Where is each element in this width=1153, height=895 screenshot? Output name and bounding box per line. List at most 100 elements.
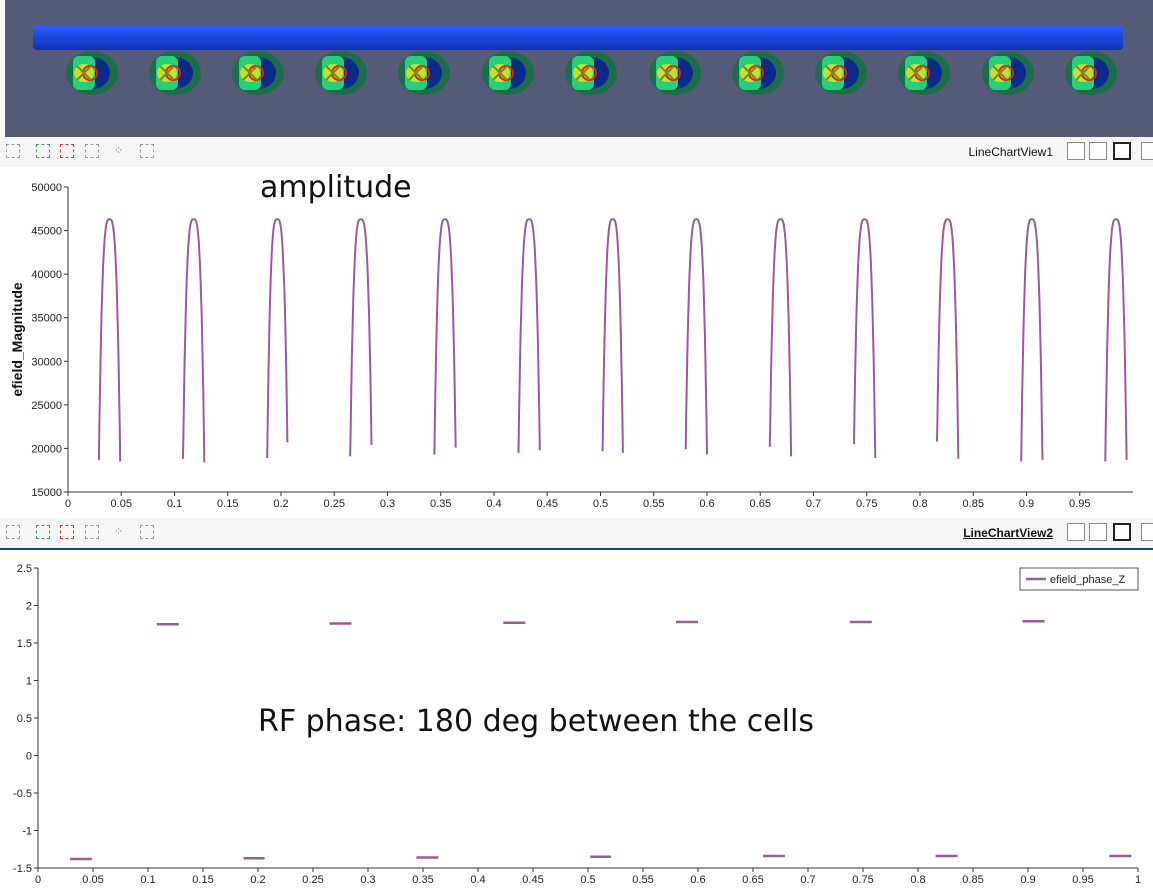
y-tick-label: 2 [26,601,32,613]
y-tick-label: 45000 [31,226,62,238]
close-view-button[interactable] [1141,523,1153,541]
x-tick-label: 0.6 [699,498,714,510]
chart-toolbar-1: ⁘ LineChartView1 [0,137,1153,167]
y-tick-label: 50000 [31,182,62,194]
x-tick-label: 0.25 [324,498,345,510]
x-tick-label: 0.55 [632,874,653,886]
legend-box [1019,567,1139,591]
rubber-band-icon[interactable] [140,144,154,158]
y-tick-label: -1 [22,826,32,838]
remove-icon[interactable] [60,525,74,539]
beam-pipe [33,26,1123,50]
y-tick-label: 15000 [31,487,62,499]
y-tick-label: 1 [26,676,32,688]
x-tick-label: 0.65 [742,874,763,886]
cavity-cell [315,51,367,95]
x-tick-label: 0.4 [470,874,485,886]
y-tick-label: 35000 [31,313,62,325]
x-tick-label: 0 [65,498,71,510]
camera-icon[interactable] [6,144,20,158]
x-tick-label: 0.5 [580,874,595,886]
x-tick-label: 0.15 [217,498,238,510]
amplitude-arch [768,218,793,457]
legend: efield_phase_Z [1019,567,1139,591]
y-axis-label: efield_Magnitude [9,282,25,397]
view-title-2[interactable]: LineChartView2 [963,526,1053,540]
amplitude-arch [1104,218,1128,462]
axis-scale-icon[interactable] [85,525,99,539]
y-tick-label: 30000 [31,356,62,368]
x-tick-label: 0.95 [1069,498,1090,510]
x-tick-label: 0.1 [140,874,155,886]
scatter-select-icon[interactable]: ⁘ [114,526,124,538]
y-tick-label: 0.5 [17,713,32,725]
x-tick-label: 0.95 [1072,874,1093,886]
cavity-cell [398,51,450,95]
cavity-cell [565,51,617,95]
x-tick-label: 0.65 [750,498,771,510]
amplitude-chart[interactable]: 15000 20000 25000 30000 35000 40000 45000 50000… [0,167,1153,522]
cavity-cell [66,51,118,95]
remove-icon[interactable] [60,144,74,158]
amplitude-arch [517,218,541,453]
cavity-cell [898,51,950,95]
x-tick-label: 0.55 [643,498,664,510]
phase-chart[interactable]: -1.5 -1 -0.5 0 0.5 1 1.5 2 2.5 0 0.05 0.1 0.15 0.2 0.2… [0,550,1153,895]
amplitude-arch [266,218,289,459]
x-tick-label: 0.6 [690,874,705,886]
cavity-cell [1065,51,1117,95]
x-tick-label: 0.5 [593,498,608,510]
split-vertical-button[interactable] [1089,142,1107,160]
x-tick-label: 0.1 [167,498,182,510]
x-tick-label: 0.05 [111,498,132,510]
cavity-structure-render [33,26,1123,95]
render-view-3d[interactable] [5,0,1153,137]
phase-chart-svg: -1.5 -1 -0.5 0 0.5 1 1.5 2 2.5 0 0.05 0.1 0.15 0.2 0.2… [13,563,1141,886]
y-tick-label: 40000 [31,269,62,281]
y-tick-label: 0 [26,751,32,763]
x-tick-label: 0.75 [852,874,873,886]
x-tick-label: 0.35 [430,498,451,510]
x-tick-label: 0.2 [273,498,288,510]
amplitude-arch [433,218,457,455]
x-tick-label: 0.45 [537,498,558,510]
x-tick-label: 0.7 [806,498,821,510]
amplitude-arch [182,218,206,463]
cavity-cell [232,51,284,95]
amplitude-arch [684,218,708,455]
view-title-1[interactable]: LineChartView1 [968,145,1054,159]
split-horizontal-button[interactable] [1067,523,1085,541]
zoom-to-data-icon[interactable] [36,525,50,539]
x-tick-label: 0.3 [380,498,395,510]
maximize-button[interactable] [1113,142,1131,160]
x-tick-label: 0.9 [1020,874,1035,886]
rubber-band-icon[interactable] [140,525,154,539]
cavity-cell [982,51,1034,95]
cavity-cell [649,51,701,95]
split-horizontal-button[interactable] [1067,142,1085,160]
amplitude-arch [853,218,877,459]
amplitude-arch [349,218,373,457]
x-tick-label: 0.35 [412,874,433,886]
x-tick-label: 0.75 [856,498,877,510]
close-view-button[interactable] [1141,142,1153,160]
x-tick-label: 1 [1135,874,1141,886]
maximize-button[interactable] [1113,523,1131,541]
zoom-to-data-icon[interactable] [36,144,50,158]
cavity-cell [815,51,867,95]
x-tick-label: 0.25 [302,874,323,886]
x-tick-label: 0.2 [250,874,265,886]
amplitude-arch [601,218,624,453]
camera-icon[interactable] [6,525,20,539]
y-tick-label: 25000 [31,400,62,412]
y-tick-label: 20000 [31,443,62,455]
x-tick-label: 0.7 [800,874,815,886]
axis-scale-icon[interactable] [85,144,99,158]
x-tick-label: 0.85 [963,498,984,510]
x-tick-label: 0.4 [486,498,501,510]
x-tick-label: 0.05 [82,874,103,886]
scatter-select-icon[interactable]: ⁘ [114,145,124,157]
split-vertical-button[interactable] [1089,523,1107,541]
x-tick-label: 0.45 [522,874,543,886]
cavity-cell [482,51,534,95]
